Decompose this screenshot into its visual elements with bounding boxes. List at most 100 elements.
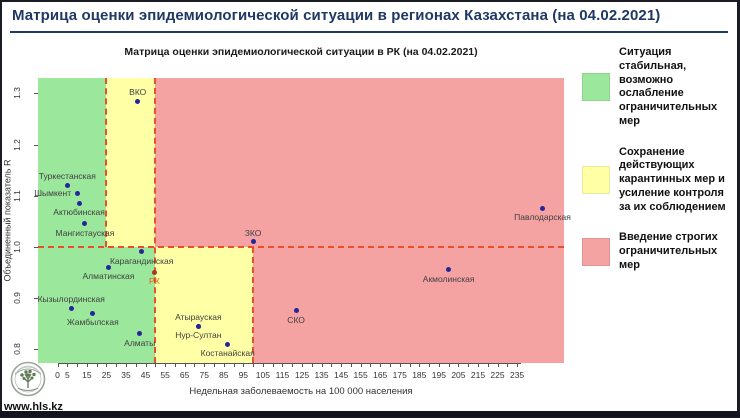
- title-underline: [10, 31, 728, 33]
- data-point: [293, 308, 299, 314]
- risk-zone-yellow: [155, 246, 254, 363]
- data-point: [135, 98, 141, 104]
- region-label: Туркестанская: [38, 171, 96, 182]
- threshold-line-x50: [154, 78, 157, 363]
- region-label: СКО: [287, 314, 305, 325]
- x-tick: [184, 363, 186, 367]
- x-tick-label: 85: [219, 370, 229, 380]
- x-tick-label: 105: [255, 370, 270, 380]
- data-point: [137, 331, 143, 337]
- x-tick: [341, 363, 343, 367]
- x-tick: [360, 363, 362, 367]
- hls-logo: [9, 358, 47, 405]
- x-tick: [429, 363, 431, 367]
- risk-zone-red: [253, 246, 564, 363]
- x-tick-label: 45: [140, 370, 151, 380]
- x-tick-label: 215: [470, 370, 486, 380]
- x-tick: [223, 363, 225, 367]
- tree-emblem-icon: [10, 361, 46, 397]
- threshold-line-r1: [38, 245, 564, 248]
- data-point: [250, 239, 256, 245]
- data-point: [151, 269, 157, 275]
- x-tick-label: 235: [509, 370, 525, 380]
- x-tick-label: 125: [294, 370, 310, 380]
- x-tick: [517, 363, 519, 367]
- region-label: Карагандинская: [109, 255, 174, 266]
- x-tick: [194, 363, 196, 367]
- x-tick: [57, 363, 59, 367]
- x-tick-label: 65: [179, 370, 190, 380]
- green-swatch-icon: [582, 73, 610, 102]
- x-tick-label: 185: [412, 370, 427, 380]
- x-tick: [272, 363, 274, 367]
- region-label: Атырауская: [175, 312, 222, 323]
- x-tick: [292, 363, 294, 367]
- x-tick: [145, 363, 147, 367]
- y-tick: [34, 246, 38, 248]
- risk-zone-green: [38, 78, 107, 247]
- legend-item-keep-measures: Сохранение действующих карантинных мер и…: [582, 146, 738, 215]
- data-point: [105, 264, 111, 270]
- x-tick-label: 5: [64, 370, 70, 380]
- x-tick: [213, 363, 215, 367]
- region-label: Кызылординская: [37, 294, 105, 305]
- x-tick: [155, 363, 157, 367]
- y-tick-label: 1.3: [12, 87, 22, 100]
- scatter-plot-area: 0 5 15 25 35 45 55 65 75 85 95 105 115 125 135 145 155 16…: [12, 78, 571, 380]
- x-tick-label: 55: [160, 370, 170, 380]
- x-tick: [468, 363, 470, 367]
- x-tick: [262, 363, 264, 367]
- x-tick-label: 155: [353, 370, 368, 380]
- data-point: [446, 267, 452, 273]
- x-tick: [282, 363, 284, 367]
- x-tick: [350, 363, 352, 367]
- x-axis-line: [57, 363, 521, 364]
- legend-item-stable: Ситуация стабильная, возможно ослабление…: [582, 46, 738, 129]
- x-tick: [380, 363, 382, 367]
- x-tick: [477, 363, 479, 367]
- x-tick-label: 115: [275, 370, 290, 380]
- x-tick: [125, 363, 127, 367]
- region-label: Алматы: [124, 337, 156, 348]
- region-label: ВКО: [129, 87, 147, 98]
- x-tick: [106, 363, 108, 367]
- x-tick: [399, 363, 401, 367]
- data-point: [68, 305, 74, 311]
- x-tick: [389, 363, 391, 367]
- x-tick: [507, 363, 509, 367]
- region-label: Костанайская: [200, 348, 255, 359]
- risk-zone-green: [38, 246, 156, 363]
- x-tick: [116, 363, 118, 367]
- x-tick: [438, 363, 440, 367]
- x-tick: [77, 363, 79, 367]
- x-tick: [233, 363, 235, 367]
- legend-item-strict-measures: Введение строгих ограничительных мер: [582, 231, 738, 272]
- x-tick-label: 195: [431, 370, 446, 380]
- legend: Ситуация стабильная, возможно ослабление…: [582, 46, 738, 290]
- data-point: [195, 323, 201, 329]
- y-tick: [34, 349, 38, 351]
- x-tick-label: 75: [199, 370, 209, 380]
- region-label: Мангистауская: [55, 227, 115, 238]
- x-tick-label: 95: [238, 370, 249, 380]
- x-tick: [204, 363, 206, 367]
- region-label: Акмолинская: [422, 273, 475, 284]
- x-tick-label: 165: [373, 370, 388, 380]
- data-point: [539, 205, 545, 211]
- y-axis-title: Объединенный показатель R: [2, 159, 13, 282]
- x-tick-label: 225: [490, 370, 505, 380]
- risk-zone-red: [155, 78, 564, 247]
- region-label: Нур-Султан: [175, 330, 222, 341]
- threshold-line-x100: [252, 246, 255, 363]
- data-point: [139, 249, 145, 255]
- data-point: [90, 310, 96, 316]
- region-label: РК: [149, 276, 160, 287]
- region-label: Жамбылская: [66, 317, 119, 328]
- data-point: [76, 200, 82, 206]
- x-tick-label: 35: [121, 370, 131, 380]
- region-label: ЗКО: [244, 227, 262, 238]
- x-tick: [409, 363, 411, 367]
- x-tick: [96, 363, 98, 367]
- legend-item-label: Ситуация стабильная, возможно ослабление…: [619, 46, 718, 127]
- chart-title: Матрица оценки эпидемиологической ситуац…: [124, 46, 478, 58]
